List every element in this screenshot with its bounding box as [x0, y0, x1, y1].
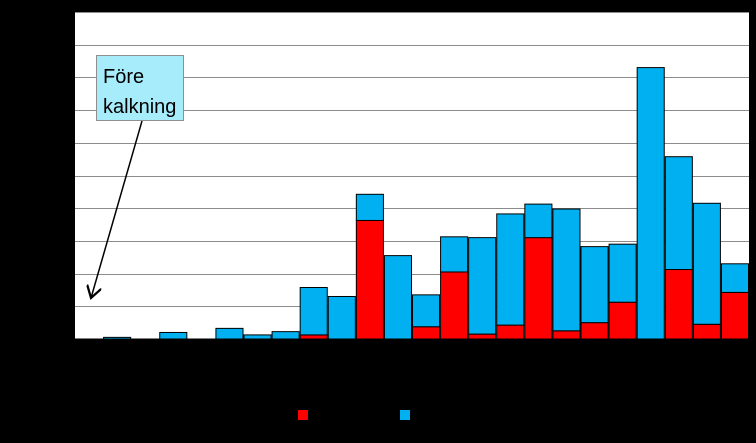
bar-blue-13 — [440, 236, 469, 273]
bar-red-15 — [496, 324, 525, 340]
bar-blue-9 — [327, 295, 356, 340]
bar-blue-5 — [215, 327, 244, 340]
legend-swatch-blue — [400, 410, 410, 420]
bar-red-17 — [552, 330, 581, 340]
bar-red-10 — [355, 219, 384, 340]
bar-red-18 — [580, 322, 609, 340]
bar-red-8 — [299, 334, 328, 340]
bar-red-19 — [608, 301, 637, 340]
bar-blue-19 — [608, 243, 637, 303]
callout-arrow — [91, 120, 143, 298]
annotation-line-1: Före — [103, 66, 145, 88]
bar-blue-23 — [720, 263, 750, 293]
bar-red-23 — [720, 291, 750, 340]
bar-blue-16 — [524, 203, 553, 239]
bar-red-14 — [468, 333, 497, 340]
legend-swatch-red — [298, 410, 308, 420]
bar-blue-10 — [355, 193, 384, 221]
bar-blue-8 — [299, 286, 328, 336]
annotation-callout: Före kalkning — [96, 55, 184, 121]
bar-blue-22 — [692, 202, 721, 325]
plot-area — [75, 12, 749, 339]
bar-blue-20 — [636, 67, 665, 340]
annotation-line-2: kalkning — [103, 96, 177, 118]
bars — [103, 67, 750, 340]
bar-blue-7 — [271, 331, 300, 340]
bar-red-16 — [524, 237, 553, 340]
bar-red-13 — [440, 271, 469, 340]
bar-blue-3 — [159, 331, 188, 340]
bar-blue-17 — [552, 208, 581, 332]
bar-blue-14 — [468, 237, 497, 335]
bar-blue-12 — [412, 294, 441, 328]
bar-red-21 — [664, 269, 693, 340]
bar-red-12 — [412, 326, 441, 340]
bar-blue-18 — [580, 246, 609, 324]
bar-blue-11 — [383, 255, 412, 340]
gridlines — [75, 12, 749, 307]
bar-blue-15 — [496, 213, 525, 326]
bar-red-22 — [692, 323, 721, 340]
bar-blue-6 — [243, 334, 272, 340]
bar-blue-21 — [664, 156, 693, 271]
